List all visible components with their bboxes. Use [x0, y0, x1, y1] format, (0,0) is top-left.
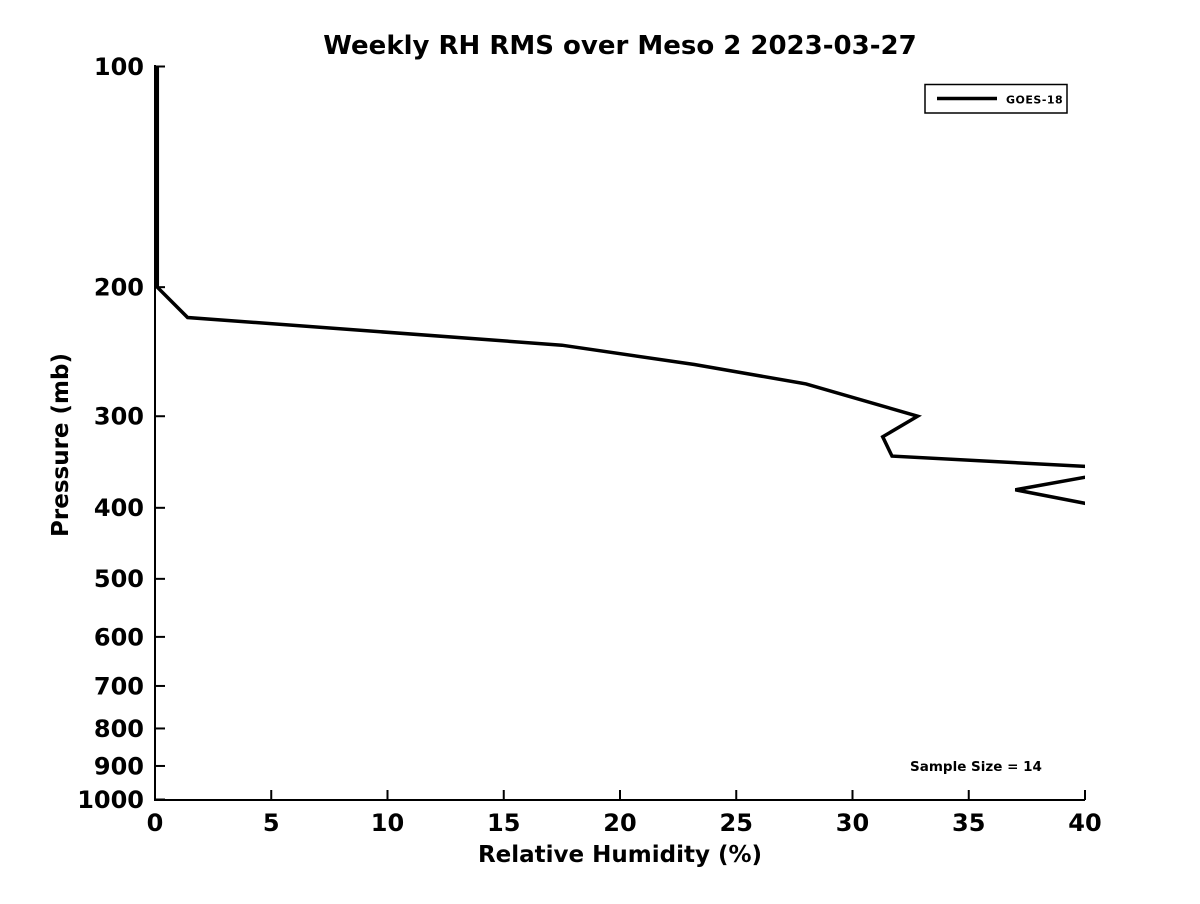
x-tick-label: 5: [263, 809, 280, 837]
x-tick-label: 15: [487, 809, 520, 837]
x-tick-label: 30: [836, 809, 869, 837]
y-tick-label: 800: [94, 715, 144, 743]
x-axis-label: Relative Humidity (%): [478, 842, 762, 868]
y-tick-label: 1000: [77, 786, 144, 814]
y-axis-label: Pressure (mb): [48, 353, 74, 537]
x-tick-label: 40: [1068, 809, 1101, 837]
x-tick-label: 20: [603, 809, 636, 837]
goes18-data-line: [155, 66, 1085, 506]
legend: GOES-18: [924, 83, 1068, 114]
y-tick-label: 500: [94, 565, 144, 593]
x-tick-label: 0: [147, 809, 164, 837]
chart-title: Weekly RH RMS over Meso 2 2023-03-27: [323, 31, 916, 61]
y-tick-label: 900: [94, 752, 144, 780]
x-tick-label: 35: [952, 809, 985, 837]
x-axis-ticks: 0 5 10 15 20 25 30 35 40: [147, 790, 1102, 837]
legend-entry-label: GOES-18: [1006, 94, 1063, 107]
sample-size-annotation: Sample Size = 14: [910, 759, 1042, 775]
y-tick-label: 300: [94, 403, 144, 431]
y-tick-label: 600: [94, 623, 144, 651]
x-tick-label: 10: [371, 809, 404, 837]
y-axis-ticks: 100 200 300 400 500 600 700 800 900 1000: [77, 53, 165, 814]
y-tick-label: 400: [94, 494, 144, 522]
x-tick-label: 25: [720, 809, 753, 837]
y-tick-label: 200: [94, 274, 144, 302]
y-tick-label: 700: [94, 672, 144, 700]
y-tick-label: 100: [94, 53, 144, 81]
